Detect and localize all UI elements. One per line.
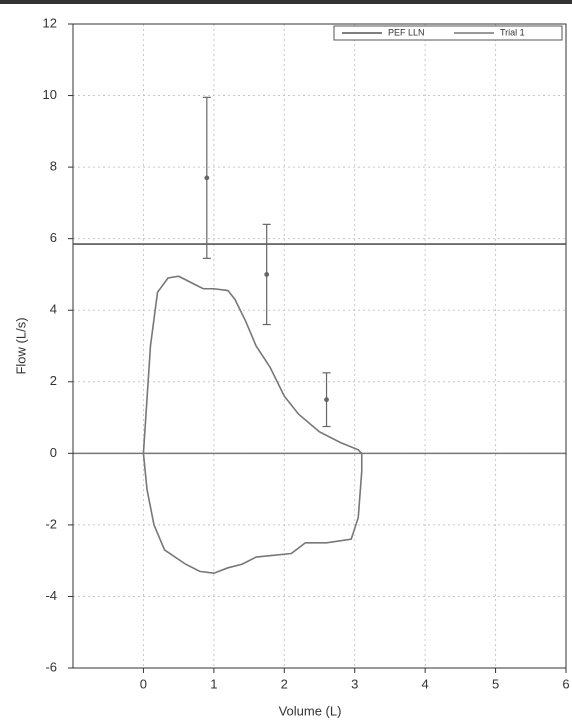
plot-frame	[72, 23, 567, 669]
error-bar	[262, 223, 271, 326]
y-tick-label: 8	[50, 159, 57, 174]
x-tick-label: 6	[562, 676, 569, 691]
error-bar	[322, 372, 331, 428]
legend: PEF LLN Trial 1	[333, 25, 563, 41]
error-point	[204, 175, 210, 181]
x-tick-label: 5	[492, 676, 499, 691]
legend-label: PEF LLN	[388, 27, 425, 37]
y-tick-label: 10	[43, 87, 57, 102]
y-tick-label: 6	[50, 230, 57, 245]
error-point	[264, 272, 270, 277]
y-tick-label: -6	[45, 659, 57, 674]
y-tick-label: 4	[50, 302, 57, 317]
y-tick-label: -2	[45, 516, 57, 531]
error-bar	[202, 96, 211, 259]
x-tick-label: 0	[140, 676, 147, 691]
series-line	[142, 275, 363, 575]
x-axis-label: Volume (L)	[279, 703, 342, 718]
x-tick-label: 3	[351, 676, 358, 691]
legend-box	[333, 25, 563, 41]
y-axis-label: Flow (L/s)	[13, 317, 28, 374]
y-tick-label: 2	[50, 373, 57, 388]
top-border	[0, 0, 572, 4]
y-tick-label: 0	[50, 445, 57, 460]
error-point	[324, 397, 329, 403]
y-tick-label: -4	[45, 588, 57, 603]
legend-label: Trial 1	[500, 27, 525, 37]
x-tick-label: 4	[422, 676, 429, 691]
x-tick-label: 2	[281, 676, 288, 691]
y-tick-label: 12	[43, 15, 57, 30]
x-tick-label: 1	[210, 676, 217, 691]
